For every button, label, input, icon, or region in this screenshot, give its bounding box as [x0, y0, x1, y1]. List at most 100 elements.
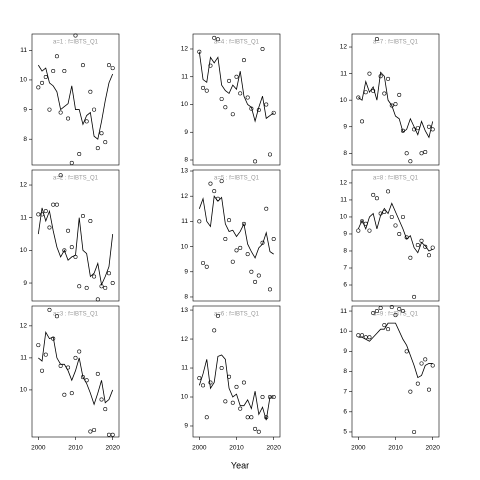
y-tick-label: 12 — [20, 182, 28, 189]
point — [241, 58, 246, 63]
point — [245, 415, 250, 420]
point — [415, 243, 420, 248]
y-tick-label: 12 — [181, 336, 189, 343]
point — [412, 429, 417, 434]
y-tick-label: 9 — [184, 129, 188, 136]
point — [197, 376, 202, 381]
point — [271, 237, 276, 242]
point — [245, 252, 250, 257]
point — [66, 116, 71, 121]
point — [360, 219, 365, 224]
y-tick-label: 8 — [23, 136, 27, 143]
point — [256, 429, 261, 434]
point — [40, 368, 45, 373]
point — [271, 395, 276, 400]
x-tick-label: 2000 — [192, 445, 207, 452]
y-tick-label: 12 — [340, 180, 348, 187]
point — [356, 95, 361, 100]
y-tick-label: 12 — [20, 323, 28, 330]
point — [426, 387, 431, 392]
point — [58, 110, 63, 115]
point — [223, 399, 228, 404]
point — [40, 80, 45, 85]
point — [382, 209, 387, 214]
point — [253, 426, 258, 431]
y-tick-label: 11 — [181, 218, 188, 225]
panel-title: a=4 : f=IBTS_Q1 — [214, 40, 260, 46]
point — [404, 235, 409, 240]
x-tick-label: 2010 — [388, 445, 403, 452]
point — [412, 294, 417, 299]
point — [408, 255, 413, 260]
point — [267, 395, 272, 400]
point — [393, 102, 398, 107]
y-tick-label: 7 — [343, 265, 347, 272]
y-tick-label: 9 — [23, 280, 27, 287]
point — [69, 245, 74, 250]
point — [40, 212, 45, 217]
point — [423, 149, 428, 154]
fit-line — [198, 354, 274, 421]
panel: a=6 : f=IBTS_Q1 9 10 11 12 13 2000 2010 2020 — [181, 305, 281, 452]
point — [73, 33, 78, 38]
point — [88, 89, 93, 94]
point — [106, 271, 111, 276]
point — [238, 245, 243, 250]
panel: a=2 : f=IBTS_Q1 9 10 11 12 — [20, 169, 120, 302]
point — [356, 228, 361, 233]
point — [197, 49, 202, 54]
point — [51, 336, 56, 341]
point — [51, 202, 56, 207]
point — [54, 54, 59, 59]
point — [36, 343, 41, 348]
point — [66, 228, 71, 233]
y-tick-label: 9 — [23, 106, 27, 113]
point — [378, 306, 383, 311]
point — [208, 63, 213, 68]
point — [249, 269, 254, 274]
panel: a=9 : f=IBTS_Q1 5 6 7 8 9 10 11 2000 2010 2020 — [340, 305, 440, 452]
point — [92, 427, 97, 432]
point — [367, 335, 372, 340]
point — [106, 432, 111, 437]
y-tick-label: 13 — [181, 168, 189, 175]
y-tick-label: 11 — [20, 355, 27, 362]
point — [382, 323, 387, 328]
y-tick-label: 8 — [184, 157, 188, 164]
panel-title: a=8 : f=IBTS_Q1 — [373, 176, 419, 182]
point — [404, 151, 409, 156]
point — [84, 285, 89, 290]
point — [397, 231, 402, 236]
y-tick-label: 13 — [181, 307, 189, 314]
point — [43, 74, 48, 79]
y-tick-label: 11 — [181, 73, 188, 80]
point — [374, 37, 379, 42]
point — [363, 335, 368, 340]
point — [400, 128, 405, 133]
point — [400, 214, 405, 219]
panel-title: a=3 : f=IBTS_Q1 — [53, 312, 99, 318]
y-tick-label: 10 — [181, 243, 189, 250]
y-tick-label: 10 — [181, 394, 189, 401]
point — [371, 192, 376, 197]
point — [230, 400, 235, 405]
point — [238, 406, 243, 411]
point — [99, 284, 104, 289]
point — [371, 311, 376, 316]
point — [260, 240, 265, 245]
point — [215, 313, 220, 318]
point — [397, 92, 402, 97]
panel-frame — [31, 169, 120, 302]
point — [234, 74, 239, 79]
point — [219, 179, 224, 184]
point — [73, 355, 78, 360]
point — [241, 380, 246, 385]
point — [110, 432, 115, 437]
point — [36, 212, 41, 217]
point — [378, 74, 383, 79]
x-tick-label: 2010 — [229, 445, 244, 452]
y-tick-label: 11 — [340, 308, 347, 315]
fit-line — [37, 64, 114, 140]
point — [80, 63, 85, 68]
